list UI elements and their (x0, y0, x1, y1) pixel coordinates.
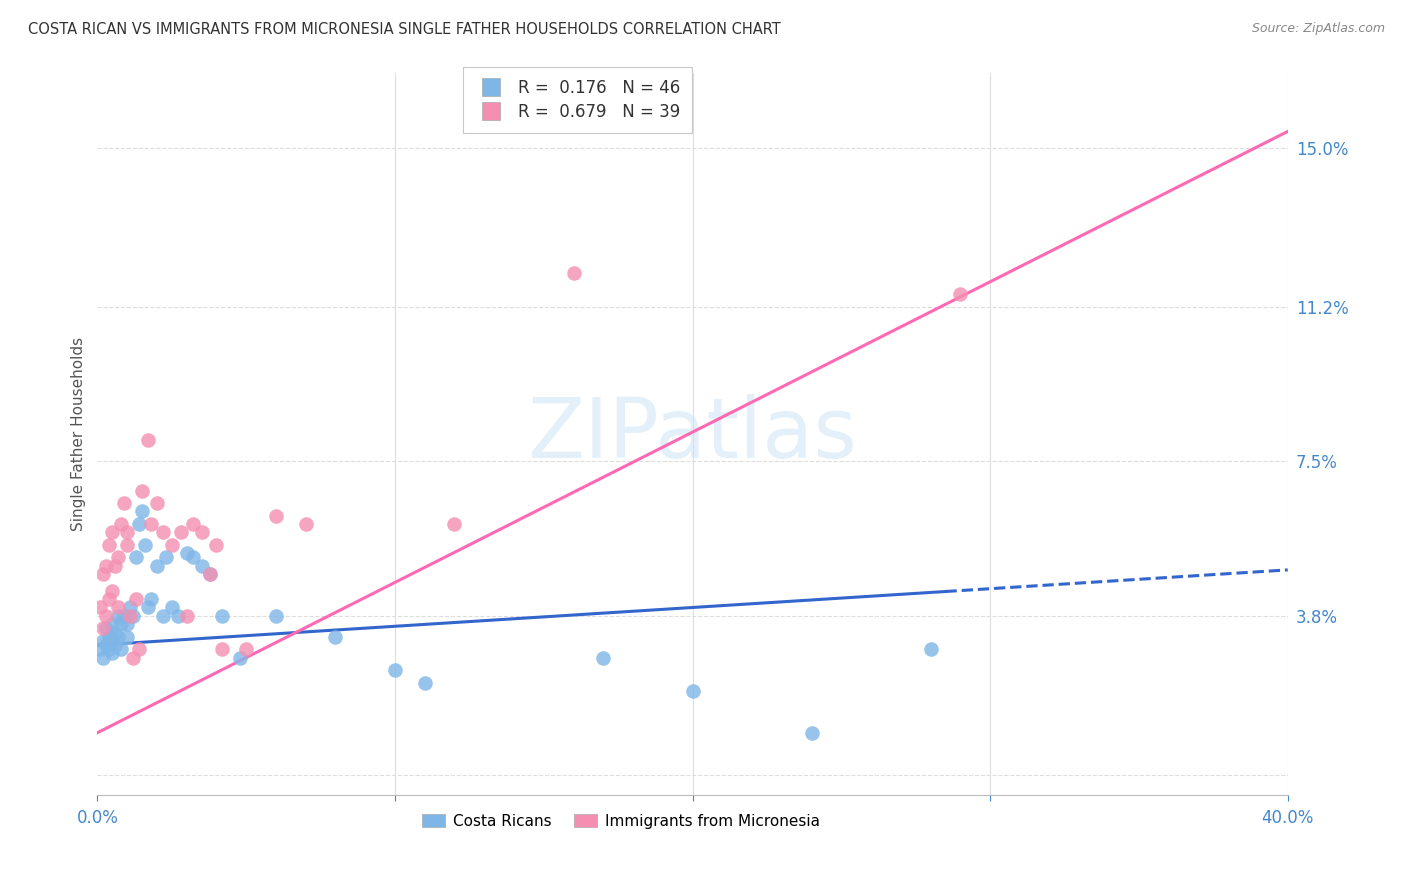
Point (176, 546, 198, 560)
Point (107, 550, 129, 565)
Point (98, 642, 121, 657)
Point (98, 630, 121, 644)
Point (91, 633, 114, 648)
Point (101, 617, 124, 632)
Point (205, 538, 228, 552)
Point (413, 675, 436, 690)
Point (920, 642, 942, 657)
Point (152, 608, 174, 623)
Point (131, 483, 153, 498)
Point (155, 550, 177, 565)
Point (107, 608, 129, 623)
Point (200, 567, 222, 582)
Point (125, 592, 148, 607)
Point (170, 525, 193, 540)
Point (139, 592, 162, 607)
Point (98, 592, 121, 607)
Point (101, 583, 124, 598)
Point (682, 684, 704, 698)
Point (136, 434, 159, 448)
Point (107, 630, 129, 644)
Point (325, 630, 347, 644)
Point (91, 650, 114, 665)
Point (96, 638, 118, 652)
Point (190, 525, 212, 540)
Point (112, 496, 135, 510)
Point (125, 550, 148, 565)
Point (160, 600, 183, 615)
Point (134, 538, 156, 552)
Legend: Costa Ricans, Immigrants from Micronesia: Costa Ricans, Immigrants from Micronesia (416, 807, 827, 835)
Point (98, 538, 121, 552)
Point (128, 516, 150, 531)
Point (122, 650, 145, 665)
Point (122, 608, 145, 623)
Point (110, 516, 132, 531)
Point (200, 567, 222, 582)
Point (800, 725, 823, 739)
Point (211, 608, 233, 623)
Point (264, 508, 287, 523)
Point (101, 633, 124, 648)
Point (181, 516, 204, 531)
Point (139, 516, 162, 531)
Text: Source: ZipAtlas.com: Source: ZipAtlas.com (1251, 22, 1385, 36)
Point (120, 608, 142, 623)
Point (294, 516, 316, 531)
Text: ZIPatlas: ZIPatlas (527, 393, 858, 475)
Point (229, 650, 252, 665)
Point (235, 642, 257, 657)
Y-axis label: Single Father Households: Single Father Households (72, 337, 86, 532)
Point (112, 608, 135, 623)
Point (115, 630, 138, 644)
Point (211, 642, 233, 657)
Point (115, 525, 138, 540)
Point (181, 550, 204, 565)
Text: COSTA RICAN VS IMMIGRANTS FROM MICRONESIA SINGLE FATHER HOUSEHOLDS CORRELATION C: COSTA RICAN VS IMMIGRANTS FROM MICRONESI… (28, 22, 780, 37)
Point (190, 558, 212, 573)
Point (949, 287, 972, 301)
Point (166, 608, 188, 623)
Point (101, 647, 124, 661)
Point (443, 516, 465, 531)
Point (152, 525, 174, 540)
Point (91, 621, 114, 635)
Point (264, 608, 287, 623)
Point (562, 267, 585, 281)
Point (131, 504, 153, 518)
Point (384, 663, 406, 677)
Point (107, 600, 129, 615)
Point (101, 525, 124, 540)
Point (96, 558, 118, 573)
Point (120, 600, 142, 615)
Point (128, 642, 150, 657)
Point (160, 538, 183, 552)
Point (89, 642, 111, 657)
Point (91, 567, 114, 582)
Point (110, 642, 132, 657)
Point (136, 600, 159, 615)
Point (110, 617, 132, 632)
Point (104, 558, 127, 573)
Point (104, 638, 127, 652)
Point (115, 617, 138, 632)
Point (96, 621, 118, 635)
Point (96, 608, 118, 623)
Point (89, 600, 111, 615)
Point (592, 650, 614, 665)
Point (104, 625, 127, 640)
Point (146, 496, 169, 510)
Point (115, 538, 138, 552)
Point (146, 558, 169, 573)
Point (176, 608, 198, 623)
